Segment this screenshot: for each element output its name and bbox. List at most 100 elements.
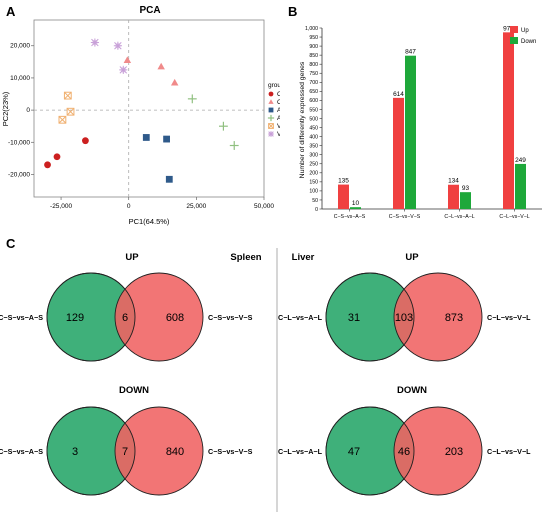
bar-y-tick-label: 550: [309, 107, 318, 113]
bar-value-label: 249: [515, 157, 526, 164]
bar-down: [350, 207, 361, 209]
bar-legend-swatch: [510, 37, 518, 44]
pca-x-tick-label: 25,000: [186, 203, 206, 210]
pca-legend-label: A−L: [277, 115, 280, 122]
pca-legend-swatch: [268, 123, 274, 129]
bar-value-label: 93: [462, 185, 470, 192]
venn-heading-liver: Liver: [292, 252, 315, 263]
panel-a-label: A: [6, 4, 16, 19]
pca-y-tick-label: 10,000: [10, 75, 30, 82]
pca-points: [44, 38, 239, 183]
venn-intersection-count: 7: [122, 446, 128, 458]
bar-y-tick-label: 750: [309, 71, 318, 77]
venn-right-circle: [114, 406, 204, 496]
venn-right-circle: [393, 272, 483, 362]
bar-y-tick-label: 500: [309, 116, 318, 122]
bar-value-label: 976: [503, 25, 514, 32]
pca-point: [163, 135, 170, 143]
pca-point: [187, 94, 197, 104]
venn-left-label: C−L−vs−A−L: [278, 313, 323, 322]
pca-y-tick-label: -20,000: [8, 171, 30, 178]
bar-down: [460, 192, 471, 209]
bar-down: [515, 163, 526, 209]
venn-left-only-count: 47: [348, 446, 360, 458]
pca-axis-ticks: -25,000 0 25,000 50,000 20,000 10,000 0 -10,000…: [8, 43, 274, 210]
venn-diagram: 129 6 608 C−S−vs−A−S C−S−vs−V−S: [0, 272, 253, 362]
bar-value-label: 614: [393, 91, 404, 98]
bar-legend-label: Up: [521, 28, 529, 34]
pca-legend-label: V−L: [277, 131, 280, 138]
venn-right-only-count: 840: [166, 446, 184, 458]
venn-right-label: C−L−vs−V−L: [487, 447, 531, 456]
venn-diagram: 3 7 840 C−S−vs−A−S C−S−vs−V−S: [0, 406, 253, 496]
pca-y-tick-label: -10,000: [8, 139, 30, 146]
venn-left-label: C−L−vs−A−L: [278, 447, 323, 456]
venn-left-label: C−S−vs−A−S: [0, 313, 43, 322]
panel-b-label: B: [288, 4, 297, 19]
bar-legend: Up Down: [510, 26, 536, 45]
venn-right-only-count: 873: [445, 312, 463, 324]
bar-up: [448, 184, 459, 209]
pca-legend-label: V−S: [277, 123, 280, 130]
pca-point: [218, 121, 228, 131]
pca-point: [63, 91, 72, 100]
bar-y-tick-label: 950: [309, 35, 318, 41]
pca-point: [123, 56, 132, 63]
venn-heading-down-liver: DOWN: [397, 385, 427, 396]
pca-point: [82, 137, 89, 145]
pca-point: [113, 41, 122, 50]
bar-y-tick-label: 700: [309, 80, 318, 86]
bar-x-tick-label: C−S−vs−V−S: [389, 214, 421, 220]
pca-legend-label: C−L: [277, 99, 280, 106]
pca-point: [90, 38, 99, 47]
pca-legend-swatch: [267, 114, 275, 122]
pca-legend-swatch: [268, 91, 274, 97]
pca-legend-label: A−S: [277, 107, 280, 114]
deg-bar-chart: B Number of differently expressed genes …: [288, 4, 542, 220]
pca-y-axis-label: PC2(23%): [1, 91, 10, 126]
bar-y-tick-label: 150: [309, 180, 318, 186]
bar-value-label: 134: [448, 178, 459, 185]
pca-x-axis-label: PC1(64.5%): [129, 217, 170, 226]
bar-down: [405, 55, 416, 210]
bar-y-tick-label: 850: [309, 53, 318, 59]
pca-point: [229, 141, 239, 150]
bar-x-tick-label: C−L−vs−V−L: [499, 214, 529, 220]
bar-axes: 0 50 100 150 200 250 300 350 400 450 500 550 600 650 7…: [305, 26, 542, 220]
pca-point: [165, 175, 173, 183]
bar-up: [503, 32, 514, 210]
pca-x-tick-label: 50,000: [254, 203, 274, 210]
pca-legend-swatch: [268, 99, 274, 104]
bar-y-tick-label: 600: [309, 98, 318, 104]
venn-right-label: C−S−vs−V−S: [208, 447, 253, 456]
venn-right-only-count: 203: [445, 446, 463, 458]
bar-y-tick-label: 50: [312, 198, 318, 204]
bar-y-tick-label: 0: [315, 207, 318, 213]
venn-right-label: C−S−vs−V−S: [208, 313, 253, 322]
bar-x-tick-label: C−L−vs−A−L: [444, 214, 474, 220]
pca-plot-frame: [33, 19, 265, 198]
bar-x-tick-label: C−S−vs−A−S: [334, 214, 366, 220]
pca-y-tick-label: 20,000: [10, 43, 30, 50]
bar-y-tick-label: 200: [309, 171, 318, 177]
pca-legend-swatch: [268, 131, 274, 137]
venn-panel: C UP Spleen Liver UP DOWN DOWN 129 6 608 C−…: [0, 236, 531, 512]
venn-left-label: C−S−vs−A−S: [0, 447, 43, 456]
bar-y-tick-label: 450: [309, 125, 318, 131]
venn-right-label: C−L−vs−V−L: [487, 313, 531, 322]
pca-x-tick-label: 0: [127, 203, 131, 210]
bar-y-tick-label: 1,000: [305, 26, 318, 32]
bar-y-tick-label: 300: [309, 153, 318, 159]
bar-legend-label: Down: [521, 39, 536, 45]
bar-up: [338, 184, 349, 209]
pca-legend: group C−SC−LA−SA−LV−SV−L: [267, 82, 280, 138]
bar-y-tick-label: 350: [309, 143, 318, 149]
pca-x-tick-label: -25,000: [50, 203, 72, 210]
bar-y-tick-label: 100: [309, 189, 318, 195]
panel-c-label: C: [6, 236, 16, 251]
bar-value-label: 10: [352, 200, 360, 207]
pca-point: [170, 78, 179, 86]
venn-diagram: 31 103 873 C−L−vs−A−L C−L−vs−V−L: [278, 272, 531, 362]
bar-y-tick-label: 900: [309, 44, 318, 50]
pca-legend-title: group: [268, 82, 280, 89]
